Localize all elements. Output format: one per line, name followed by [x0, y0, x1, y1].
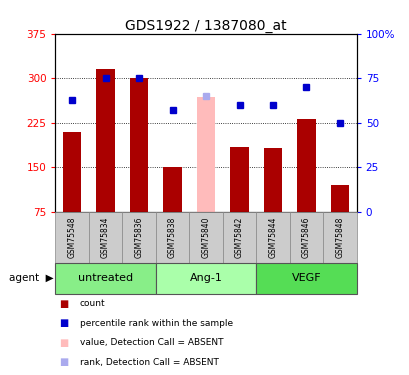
Text: ■: ■ — [59, 338, 69, 348]
Bar — [263, 148, 281, 212]
Bar — [130, 78, 148, 212]
Text: GSM75838: GSM75838 — [168, 216, 177, 258]
Text: count: count — [80, 299, 106, 308]
Text: GSM75846: GSM75846 — [301, 216, 310, 258]
Text: rank, Detection Call = ABSENT: rank, Detection Call = ABSENT — [80, 358, 218, 367]
Bar — [96, 69, 115, 212]
Text: GSM75836: GSM75836 — [134, 216, 143, 258]
Text: ■: ■ — [59, 299, 69, 309]
Text: ■: ■ — [59, 318, 69, 328]
Text: ■: ■ — [59, 357, 69, 367]
Text: GSM75842: GSM75842 — [234, 216, 243, 258]
Text: GSM75840: GSM75840 — [201, 216, 210, 258]
Bar — [297, 118, 315, 212]
Text: percentile rank within the sample: percentile rank within the sample — [80, 319, 232, 328]
Bar — [196, 97, 215, 212]
Bar — [330, 185, 348, 212]
Text: GSM75834: GSM75834 — [101, 216, 110, 258]
Text: GSM75848: GSM75848 — [335, 216, 344, 258]
Bar — [163, 167, 181, 212]
Text: untreated: untreated — [78, 273, 133, 284]
Title: GDS1922 / 1387080_at: GDS1922 / 1387080_at — [125, 19, 286, 33]
Text: GSM75548: GSM75548 — [67, 216, 76, 258]
Bar — [230, 147, 248, 212]
Text: GSM75844: GSM75844 — [268, 216, 277, 258]
Text: agent  ▶: agent ▶ — [9, 273, 53, 284]
Text: VEGF: VEGF — [291, 273, 321, 284]
Text: value, Detection Call = ABSENT: value, Detection Call = ABSENT — [80, 338, 223, 347]
Text: Ang-1: Ang-1 — [189, 273, 222, 284]
Bar — [63, 132, 81, 212]
